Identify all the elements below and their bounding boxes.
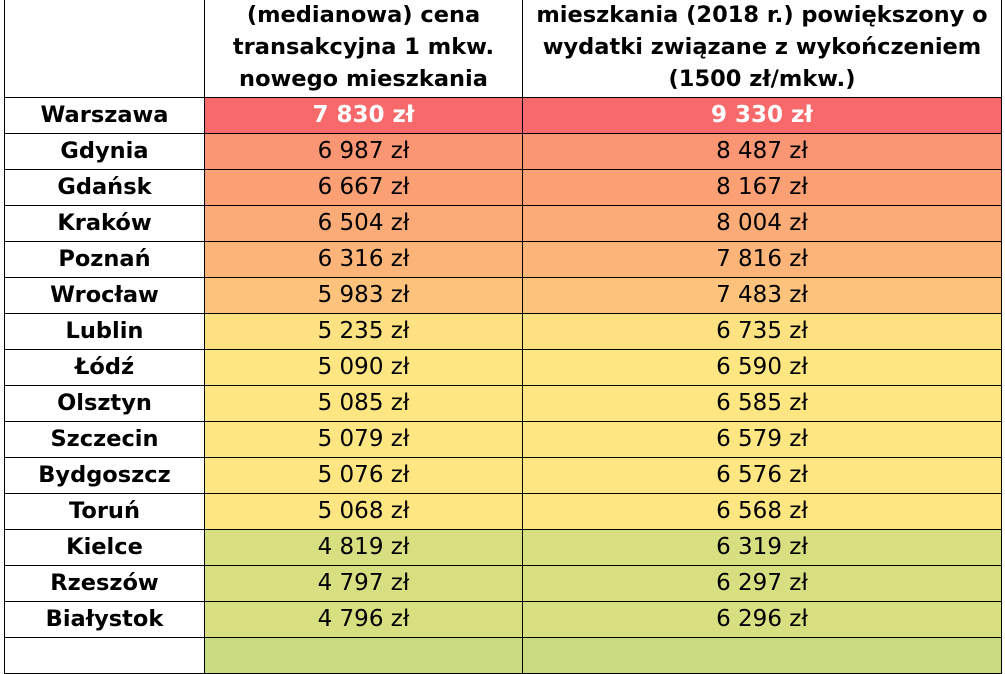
price-finished-cell — [522, 637, 1002, 674]
header-row: (medianowa) cena transakcyjna 1 mkw. now… — [4, 0, 1002, 98]
price-cell — [204, 637, 523, 674]
city-cell: Olsztyn — [4, 385, 205, 422]
city-cell: Białystok — [4, 601, 205, 638]
table-row: Olsztyn 5 085 zł 6 585 zł — [4, 385, 1002, 422]
price-cell: 6 316 zł — [204, 241, 523, 278]
table-row: Gdańsk 6 667 zł 8 167 zł — [4, 169, 1002, 206]
price-finished-cell: 6 297 zł — [522, 565, 1002, 602]
city-cell: Bydgoszcz — [4, 457, 205, 494]
price-finished-cell: 6 590 zł — [522, 349, 1002, 386]
table-row: Białystok 4 796 zł 6 296 zł — [4, 601, 1002, 638]
table-row: Szczecin 5 079 zł 6 579 zł — [4, 421, 1002, 458]
price-cell: 5 068 zł — [204, 493, 523, 530]
price-cell: 7 830 zł — [204, 97, 523, 134]
price-finished-cell: 9 330 zł — [522, 97, 1002, 134]
price-cell: 5 983 zł — [204, 277, 523, 314]
price-finished-cell: 7 483 zł — [522, 277, 1002, 314]
price-finished-cell: 6 735 zł — [522, 313, 1002, 350]
city-cell: Poznań — [4, 241, 205, 278]
header-price-line-3: nowego mieszkania — [239, 66, 488, 92]
price-cell: 4 819 zł — [204, 529, 523, 566]
table-row: Warszawa 7 830 zł 9 330 zł — [4, 97, 1002, 134]
price-finished-cell: 8 004 zł — [522, 205, 1002, 242]
header-city — [4, 0, 205, 98]
header-finished-line-2: wydatki związane z wykończeniem — [542, 34, 982, 60]
header-finished-line-1: mieszkania (2018 r.) powiększony o — [536, 2, 988, 28]
price-finished-cell: 6 319 zł — [522, 529, 1002, 566]
price-finished-cell: 6 585 zł — [522, 385, 1002, 422]
table-row: Poznań 6 316 zł 7 816 zł — [4, 241, 1002, 278]
table-row: Kielce 4 819 zł 6 319 zł — [4, 529, 1002, 566]
city-cell: Lublin — [4, 313, 205, 350]
price-cell: 5 085 zł — [204, 385, 523, 422]
price-cell: 4 796 zł — [204, 601, 523, 638]
price-cell: 6 987 zł — [204, 133, 523, 170]
city-cell: Łódź — [4, 349, 205, 386]
header-price-line-2: transakcyjna 1 mkw. — [232, 34, 495, 60]
header-finished-line-3: (1500 zł/mkw.) — [668, 66, 856, 92]
table-row — [4, 637, 1002, 674]
table-row: Kraków 6 504 zł 8 004 zł — [4, 205, 1002, 242]
table-row: Rzeszów 4 797 zł 6 297 zł — [4, 565, 1002, 602]
price-cell: 4 797 zł — [204, 565, 523, 602]
city-cell: Warszawa — [4, 97, 205, 134]
price-finished-cell: 6 296 zł — [522, 601, 1002, 638]
city-cell: Wrocław — [4, 277, 205, 314]
price-cell: 5 235 zł — [204, 313, 523, 350]
price-finished-cell: 6 579 zł — [522, 421, 1002, 458]
header-price-line-1: (medianowa) cena — [246, 2, 481, 28]
city-cell: Kraków — [4, 205, 205, 242]
city-cell: Rzeszów — [4, 565, 205, 602]
city-cell — [4, 637, 205, 674]
price-cell: 5 079 zł — [204, 421, 523, 458]
header-price: (medianowa) cena transakcyjna 1 mkw. now… — [204, 0, 523, 98]
price-cell: 5 076 zł — [204, 457, 523, 494]
price-cell: 6 504 zł — [204, 205, 523, 242]
table-row: Toruń 5 068 zł 6 568 zł — [4, 493, 1002, 530]
header-price-finished: mieszkania (2018 r.) powiększony o wydat… — [522, 0, 1002, 98]
price-finished-cell: 8 487 zł — [522, 133, 1002, 170]
price-finished-cell: 8 167 zł — [522, 169, 1002, 206]
table-row: Wrocław 5 983 zł 7 483 zł — [4, 277, 1002, 314]
city-cell: Gdynia — [4, 133, 205, 170]
price-cell: 6 667 zł — [204, 169, 523, 206]
table-row: Łódź 5 090 zł 6 590 zł — [4, 349, 1002, 386]
table-body: Warszawa 7 830 zł 9 330 zł Gdynia 6 987 zł 8 … — [4, 97, 1002, 674]
city-cell: Kielce — [4, 529, 205, 566]
city-cell: Szczecin — [4, 421, 205, 458]
price-cell: 5 090 zł — [204, 349, 523, 386]
table-row: Gdynia 6 987 zł 8 487 zł — [4, 133, 1002, 170]
table-row: Lublin 5 235 zł 6 735 zł — [4, 313, 1002, 350]
city-cell: Gdańsk — [4, 169, 205, 206]
price-finished-cell: 7 816 zł — [522, 241, 1002, 278]
price-table: (medianowa) cena transakcyjna 1 mkw. now… — [4, 0, 1002, 674]
price-finished-cell: 6 576 zł — [522, 457, 1002, 494]
price-finished-cell: 6 568 zł — [522, 493, 1002, 530]
city-cell: Toruń — [4, 493, 205, 530]
table-row: Bydgoszcz 5 076 zł 6 576 zł — [4, 457, 1002, 494]
